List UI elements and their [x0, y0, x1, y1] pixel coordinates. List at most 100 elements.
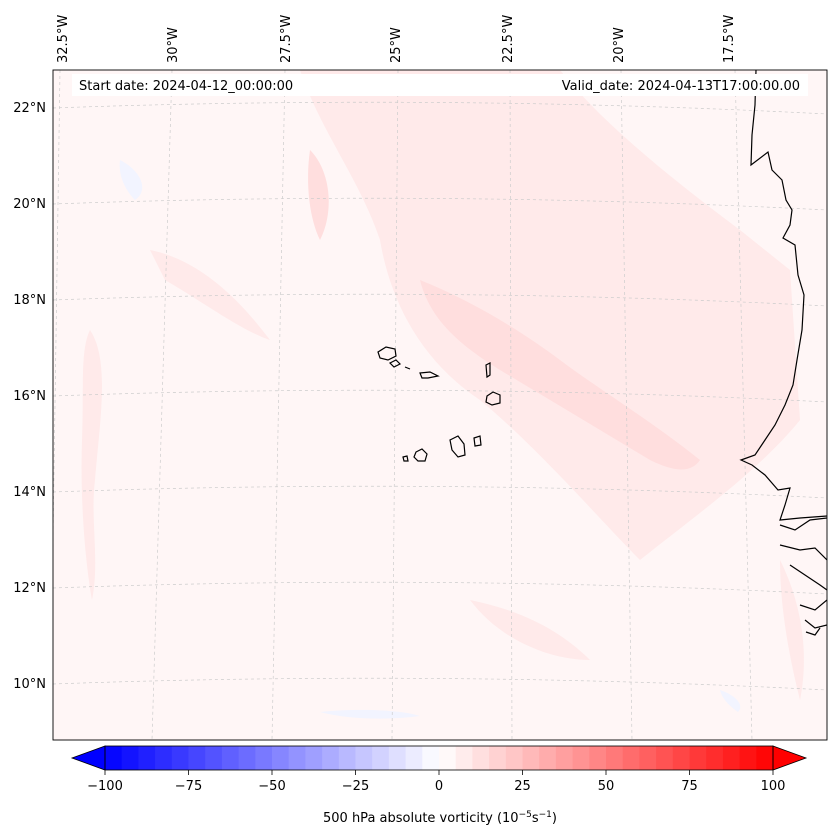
colorbar-tick-label: −50 [258, 779, 285, 794]
vorticity-field [81, 70, 804, 719]
lon-label-30w: 30°W [166, 27, 181, 63]
coastlines [377, 70, 827, 636]
colorbar-swatch [255, 746, 273, 770]
colorbar-swatch [105, 746, 123, 770]
longitude-labels: 32.5°W 30°W 27.5°W 25°W 22.5°W 20°W 17.5… [56, 15, 737, 63]
colorbar-swatch [622, 746, 640, 770]
lon-label-25w: 25°W [389, 27, 404, 63]
lon-label-27-5w: 27.5°W [279, 15, 294, 63]
colorbar-swatch [656, 746, 674, 770]
colorbar-swatch [756, 746, 774, 770]
colorbar-tick-label: 50 [598, 779, 615, 794]
colorbar-swatch [722, 746, 741, 770]
lon-label-22-5w: 22.5°W [501, 15, 516, 63]
colorbar-swatch [205, 746, 223, 770]
island-maio [473, 435, 482, 447]
colorbar-tick-label: −75 [175, 779, 202, 794]
colorbar-extend-min [70, 745, 106, 771]
vorticity-neg-patch-3 [720, 690, 741, 712]
colorbar-swatch [338, 746, 356, 770]
colorbar-swatch [322, 746, 340, 770]
island-santo-antao [377, 346, 397, 361]
colorbar-swatch [439, 746, 457, 770]
colorbar-swatch [455, 746, 473, 770]
colorbar-swatch [121, 746, 139, 770]
colorbar-swatch [405, 746, 423, 770]
colorbar-label-exp2: −1 [539, 810, 552, 820]
vorticity-band-core [420, 280, 700, 470]
colorbar-swatch [572, 746, 590, 770]
lon-label-17-5w: 17.5°W [722, 15, 737, 63]
vorticity-band-west [81, 330, 102, 600]
colorbar-swatch [539, 746, 557, 770]
colorbar-tick-label: 25 [514, 779, 531, 794]
vorticity-patch-northwest [150, 250, 270, 340]
colorbar-swatch [706, 746, 724, 770]
vorticity-neg-patch-2 [320, 709, 420, 719]
lat-label-10n: 10°N [13, 677, 46, 692]
colorbar-swatch [288, 746, 306, 770]
colorbar-swatch [589, 746, 607, 770]
map-panel: Start date: 2024-04-12_00:00:00 Valid_da… [53, 70, 827, 740]
island-sao-nicolau [419, 371, 440, 379]
island-santiago [449, 435, 466, 458]
map-gridlines [53, 70, 827, 740]
colorbar-tick-label: 0 [435, 779, 443, 794]
colorbar-tick-label: −100 [87, 779, 123, 794]
island-fogo [413, 448, 428, 462]
lat-label-18n: 18°N [13, 293, 46, 308]
colorbar-swatch [355, 746, 373, 770]
colorbar: −100 −75 −50 −25 0 25 50 75 100 500 hPa absolute… [70, 745, 808, 826]
colorbar-swatch [372, 746, 390, 770]
colorbar-swatch [672, 746, 690, 770]
colorbar-swatch [606, 746, 624, 770]
island-sao-vicente [388, 359, 402, 368]
vorticity-neg-patch-1 [119, 160, 143, 200]
island-boa-vista [485, 391, 501, 406]
island-sal [485, 362, 491, 379]
africa-coastline-south [779, 517, 827, 636]
header-strip [72, 74, 808, 96]
africa-coastline [739, 70, 827, 521]
colorbar-swatch [422, 746, 440, 770]
vorticity-patch-east [780, 560, 804, 700]
lat-label-12n: 12°N [13, 581, 46, 596]
colorbar-swatch [472, 746, 490, 770]
island-brava [402, 455, 409, 462]
vorticity-patch-south [470, 600, 590, 660]
colorbar-swatch [689, 746, 707, 770]
lat-label-20n: 20°N [13, 197, 46, 212]
map-frame [52, 69, 828, 741]
latitude-labels: 22°N 20°N 18°N 16°N 14°N 12°N 10°N [13, 101, 46, 692]
colorbar-swatch [138, 746, 156, 770]
colorbar-swatch [522, 746, 540, 770]
lat-label-14n: 14°N [13, 485, 46, 500]
colorbar-ticks: −100 −75 −50 −25 0 25 50 75 100 [87, 770, 785, 794]
colorbar-tick-label: −25 [342, 779, 369, 794]
colorbar-swatches [105, 746, 774, 770]
vorticity-patch-north [308, 150, 329, 240]
colorbar-swatch [238, 746, 256, 770]
colorbar-swatch [155, 746, 173, 770]
vorticity-band-main [300, 70, 800, 560]
lon-label-20w: 20°W [612, 27, 627, 63]
colorbar-swatch [221, 746, 240, 770]
colorbar-label-mid: s [532, 811, 539, 826]
colorbar-swatch [305, 746, 323, 770]
start-date-label: Start date: 2024-04-12_00:00:00 [79, 79, 293, 94]
colorbar-swatch [555, 746, 574, 770]
colorbar-swatch [489, 746, 507, 770]
colorbar-label-exp1: −5 [519, 810, 532, 820]
colorbar-swatch [188, 746, 206, 770]
lat-label-22n: 22°N [13, 101, 46, 116]
colorbar-tick-label: 100 [761, 779, 786, 794]
colorbar-swatch [739, 746, 757, 770]
colorbar-label-main: 500 hPa absolute vorticity (10 [323, 811, 519, 826]
colorbar-tick-label: 75 [681, 779, 698, 794]
colorbar-swatch [171, 746, 189, 770]
lon-label-32-5w: 32.5°W [56, 15, 71, 63]
colorbar-swatch [272, 746, 290, 770]
colorbar-label-end: ) [552, 811, 557, 826]
island-santa-luzia [404, 366, 411, 370]
valid-date-label: Valid_date: 2024-04-13T17:00:00.00 [562, 79, 800, 94]
